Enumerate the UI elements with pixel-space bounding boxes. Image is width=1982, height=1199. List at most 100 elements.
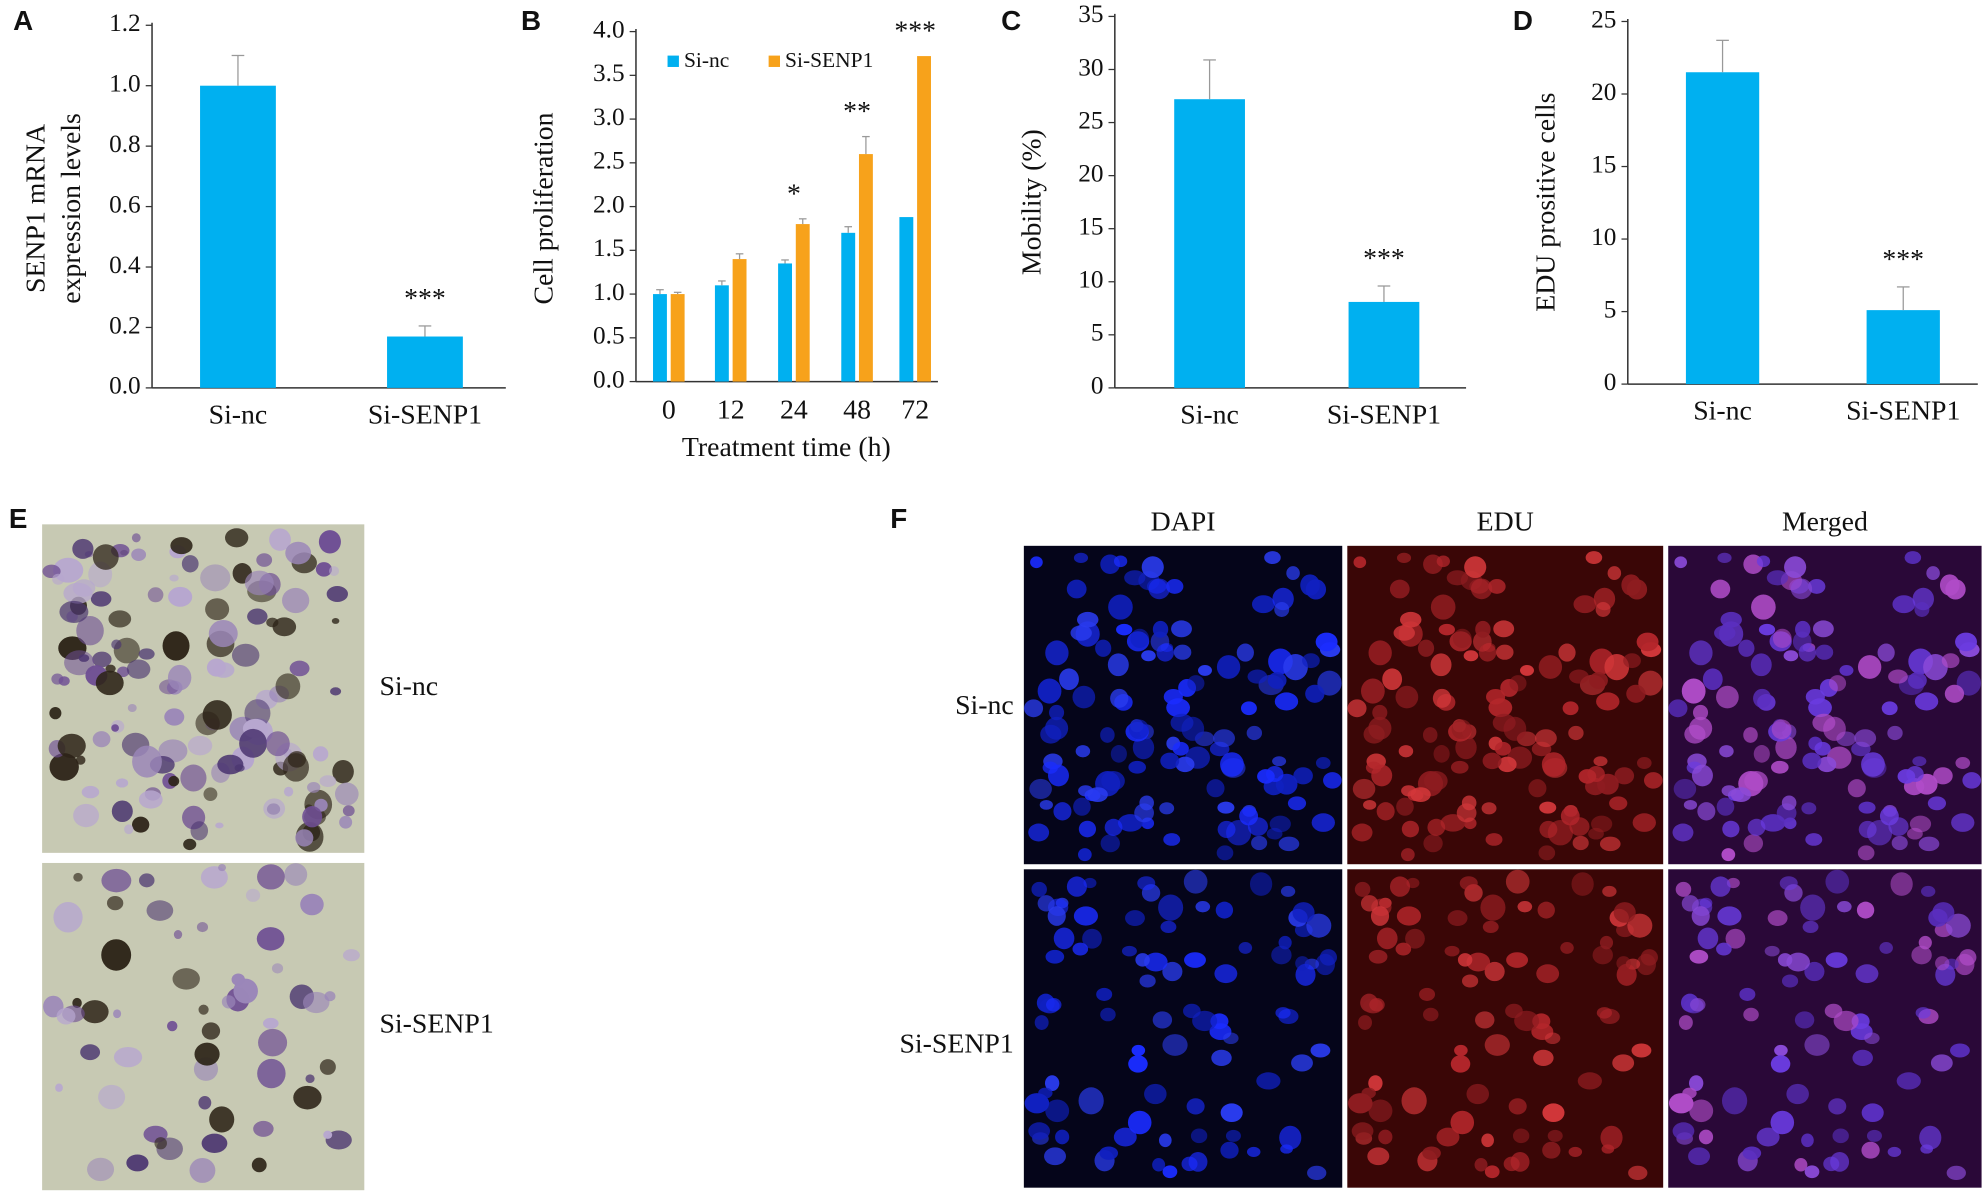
cell	[289, 660, 310, 677]
cell	[1717, 552, 1732, 564]
cell	[1823, 716, 1846, 741]
cell	[1514, 1010, 1540, 1032]
cell	[239, 728, 267, 758]
cell	[1378, 1129, 1393, 1145]
cell	[1127, 1110, 1152, 1135]
cell	[331, 617, 340, 624]
cell	[1547, 1129, 1563, 1142]
cell	[1753, 688, 1772, 708]
cell	[1560, 941, 1574, 954]
column-label: DAPI	[1151, 507, 1216, 538]
cell	[1495, 644, 1514, 660]
cell	[1721, 848, 1736, 862]
cell	[1305, 684, 1325, 703]
cell	[1890, 872, 1913, 896]
cell	[257, 864, 285, 890]
cell	[1774, 1044, 1788, 1057]
cell	[1627, 913, 1653, 938]
cell	[1452, 628, 1472, 648]
cell	[87, 1157, 115, 1182]
cell	[1152, 620, 1169, 638]
cell	[1852, 1049, 1873, 1067]
cell	[244, 570, 274, 596]
y-tick-label: 0.2	[109, 311, 141, 339]
cell	[1454, 1044, 1468, 1057]
cell	[1368, 1099, 1393, 1123]
y-tick-label: 0.8	[109, 130, 141, 158]
cell	[1217, 801, 1235, 814]
cell	[190, 821, 209, 841]
cell	[1181, 716, 1205, 741]
cell	[1436, 555, 1450, 568]
cell	[1508, 1098, 1527, 1115]
cell	[1078, 848, 1092, 862]
cell	[342, 949, 360, 962]
cell	[1485, 833, 1503, 846]
cell	[1148, 578, 1170, 600]
cell	[167, 1020, 178, 1032]
y-tick-label: 0	[1604, 368, 1617, 396]
cell	[1833, 1010, 1859, 1032]
cell	[1389, 876, 1411, 897]
y-tick-label: 20	[1591, 78, 1616, 106]
cell	[132, 816, 150, 833]
legend-swatch	[667, 55, 679, 67]
cell	[1195, 901, 1211, 913]
cell	[1771, 760, 1789, 774]
cell	[1601, 1144, 1615, 1154]
cell	[1825, 869, 1850, 894]
y-tick-label: 35	[1078, 0, 1103, 28]
cell	[233, 978, 258, 1004]
cell	[113, 1047, 143, 1068]
cell	[1225, 1129, 1241, 1142]
cell	[1238, 941, 1253, 954]
cell	[1756, 1127, 1780, 1147]
cell	[1474, 1157, 1488, 1172]
cell	[1376, 927, 1398, 950]
cell	[1945, 579, 1966, 600]
cell	[262, 1017, 279, 1029]
y-tick-label: 1.5	[593, 234, 625, 262]
cell	[1370, 906, 1390, 926]
cell	[1450, 760, 1469, 774]
cell	[1758, 623, 1776, 636]
cell	[1858, 801, 1876, 814]
cell	[1160, 920, 1177, 934]
cell	[1274, 601, 1290, 617]
cell	[1401, 785, 1417, 797]
cell	[1045, 1099, 1070, 1123]
cell	[1066, 579, 1087, 599]
cell	[1184, 952, 1206, 968]
cell	[1215, 901, 1234, 919]
cell	[106, 895, 124, 911]
cell	[1306, 913, 1332, 938]
cell	[1623, 653, 1641, 669]
cell	[1206, 779, 1225, 798]
cell	[284, 863, 308, 886]
row-label: Si-SENP1	[379, 1008, 493, 1039]
cell	[1045, 949, 1065, 964]
cell	[1722, 820, 1740, 838]
cell	[1368, 949, 1388, 964]
cell	[1591, 815, 1613, 833]
cell	[101, 868, 132, 893]
cell	[1396, 797, 1414, 816]
cell	[1804, 1165, 1820, 1179]
cell	[124, 824, 134, 835]
cell	[1710, 876, 1731, 897]
cell	[1072, 942, 1089, 956]
cell	[205, 598, 230, 621]
cell	[1220, 1141, 1239, 1159]
cell	[164, 708, 185, 726]
cell	[1187, 675, 1205, 692]
cell	[1533, 1049, 1554, 1067]
cell	[247, 608, 268, 625]
cell	[1887, 1146, 1902, 1157]
cell	[1369, 998, 1385, 1012]
cell	[1368, 1075, 1383, 1091]
cell	[111, 639, 122, 650]
cell	[1503, 716, 1527, 741]
significance: *	[787, 178, 801, 209]
cell	[1881, 701, 1898, 716]
cell	[1028, 1122, 1051, 1140]
